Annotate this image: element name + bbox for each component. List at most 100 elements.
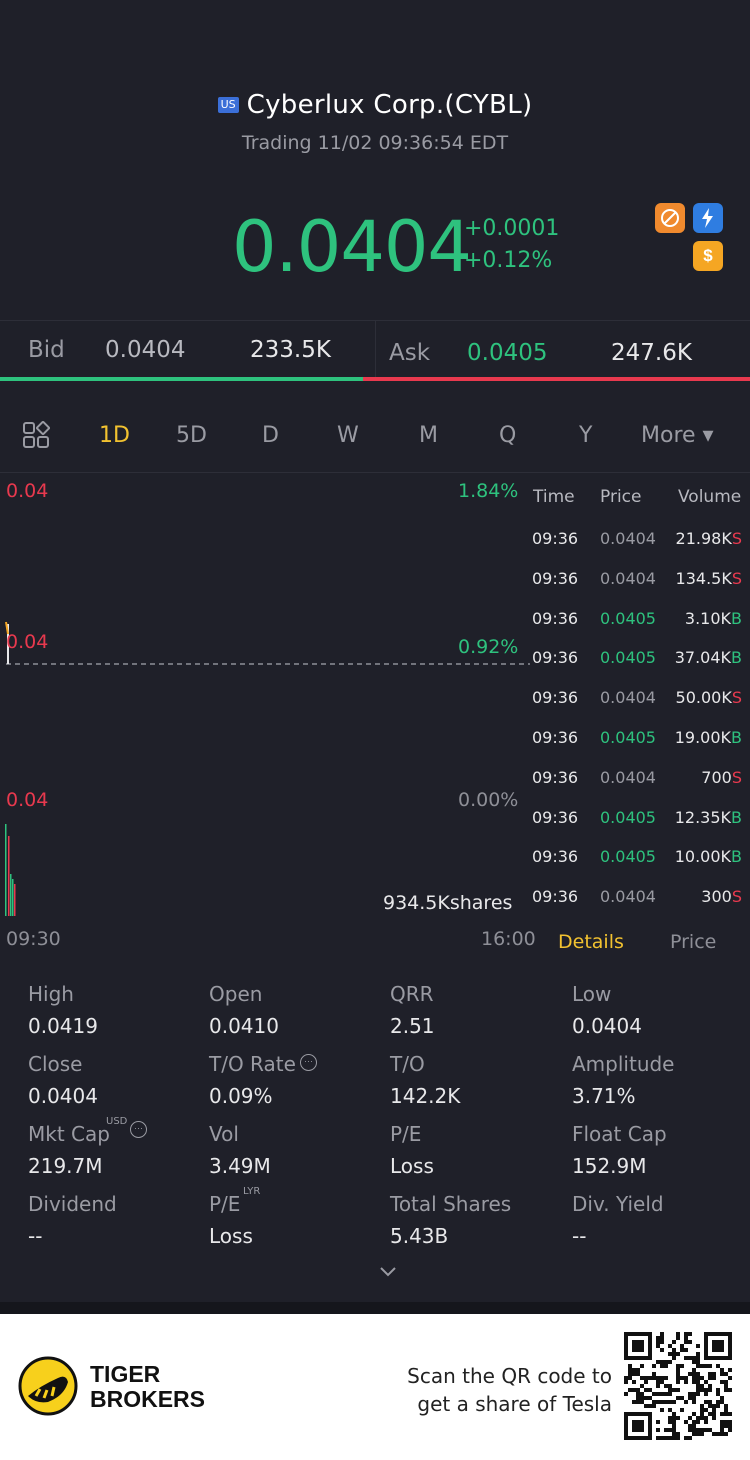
tab-y[interactable]: Y — [579, 423, 593, 448]
trade-time: 09:36 — [532, 807, 579, 827]
stat-value: Loss — [390, 1154, 434, 1178]
trade-price: 0.0404 — [600, 529, 656, 548]
no-short-icon[interactable] — [655, 203, 685, 233]
stat-value: 0.0410 — [209, 1014, 279, 1038]
stat-label: Total Shares — [390, 1192, 512, 1216]
trade-row: 09:36 0.0404 700S — [532, 768, 742, 808]
trade-row: 09:36 0.0404 300S — [532, 887, 742, 927]
trade-side: S — [731, 688, 742, 708]
stat-superscript: USD — [106, 1116, 128, 1127]
trade-volume-cell: 300S — [701, 887, 742, 906]
tiger-logo-icon — [18, 1356, 78, 1416]
brand-name: TIGER BROKERS — [90, 1362, 205, 1412]
stat-value: 3.71% — [572, 1084, 636, 1108]
trade-time: 09:36 — [532, 887, 579, 907]
trade-volume-cell: 12.35KB — [675, 808, 742, 827]
stat-label: T/O Rate — [209, 1052, 296, 1076]
trade-volume: 50.00K — [675, 688, 732, 708]
tab-m[interactable]: M — [419, 423, 438, 448]
stat-value: 0.0404 — [572, 1014, 642, 1038]
stat-value: 142.2K — [390, 1084, 461, 1108]
grid-icon[interactable] — [22, 421, 50, 449]
pct-axis-bottom: 0.00% — [458, 789, 519, 811]
trade-volume: 21.98K — [675, 529, 732, 548]
trade-price: 0.0404 — [600, 688, 656, 708]
scan-line-1: Scan the QR code to — [407, 1364, 612, 1388]
stat-label: Dividend — [28, 1192, 117, 1216]
stat-label: Open — [209, 982, 263, 1006]
trade-price: 0.0405 — [600, 728, 656, 747]
expand-chevron-icon[interactable] — [378, 1264, 398, 1278]
volume-total: 934.5Kshares — [383, 892, 513, 914]
stat-value: 219.7M — [28, 1154, 103, 1178]
dollar-icon[interactable]: $ — [693, 241, 723, 271]
stat-label: QRR — [390, 982, 434, 1006]
price-change-percent: +0.12% — [464, 248, 553, 273]
bid-size: 233.5K — [250, 337, 331, 363]
trade-price: 0.0404 — [600, 767, 656, 787]
stat-value: 0.09% — [209, 1084, 273, 1108]
trading-status: Trading 11/02 09:36:54 EDT — [241, 132, 509, 154]
bid-ask-bar: Bid 0.0404 233.5K Ask 0.0405 247.6K — [0, 320, 750, 380]
tab-details[interactable]: Details — [558, 931, 624, 953]
trade-volume-cell: 700S — [701, 768, 742, 787]
x-axis-end: 16:00 — [481, 928, 536, 950]
price-change: +0.0001 — [464, 216, 560, 241]
trade-price: 0.0405 — [600, 807, 656, 827]
y-axis-mid: 0.04 — [6, 631, 49, 653]
trade-side: B — [731, 807, 742, 827]
stat-label: P/E — [209, 1192, 241, 1216]
tab-more[interactable]: More ▾ — [641, 423, 714, 448]
stat-value: 5.43B — [390, 1224, 449, 1248]
scan-caption: Scan the QR code to get a share of Tesla — [407, 1362, 612, 1418]
stat-value: 3.49M — [209, 1154, 271, 1178]
trade-time: 09:36 — [532, 688, 579, 708]
trade-price: 0.0404 — [600, 887, 656, 907]
trade-row: 09:36 0.0405 37.04KB — [532, 648, 742, 688]
x-axis-start: 09:30 — [6, 928, 61, 950]
brand-line-1: TIGER — [90, 1361, 161, 1387]
trades-header-time: Time — [533, 487, 575, 507]
trade-volume: 37.04K — [674, 648, 732, 668]
ask-size: 247.6K — [611, 340, 692, 366]
trade-volume: 10.00K — [674, 847, 732, 867]
pct-axis-top: 1.84% — [458, 480, 519, 502]
trade-row: 09:36 0.0405 10.00KB — [532, 847, 742, 887]
trade-side: S — [731, 568, 742, 588]
lightning-icon[interactable] — [693, 203, 723, 233]
tab-5d[interactable]: 5D — [176, 423, 207, 448]
intraday-chart[interactable]: 0.04 0.04 0.04 1.84% 0.92% 0.00% 934.5Ks… — [0, 474, 536, 954]
ask-label: Ask — [389, 340, 431, 366]
trade-side: B — [731, 648, 742, 668]
trade-time: 09:36 — [532, 847, 579, 867]
pct-axis-mid: 0.92% — [458, 636, 519, 658]
stat-label: Amplitude — [572, 1052, 675, 1076]
trade-volume-cell: 19.00KB — [675, 728, 742, 747]
bid-label: Bid — [28, 337, 65, 363]
qr-code — [624, 1332, 732, 1440]
trade-side: S — [731, 767, 742, 787]
trade-volume-cell: 50.00KS — [676, 688, 742, 707]
brand-line-2: BROKERS — [90, 1386, 206, 1412]
bid-volume-bar — [0, 377, 363, 381]
mkt-cap-info-icon[interactable]: ··· — [130, 1121, 147, 1138]
bid-price: 0.0404 — [105, 337, 186, 363]
tab-1d[interactable]: 1D — [99, 423, 130, 448]
trade-volume-cell: 37.04KB — [675, 648, 742, 667]
tab-d[interactable]: D — [262, 423, 279, 448]
trade-volume-cell: 10.00KB — [675, 847, 742, 866]
tab-w[interactable]: W — [337, 423, 359, 448]
stat-value: 0.0404 — [28, 1084, 98, 1108]
trade-price: 0.0404 — [600, 568, 656, 588]
tab-q[interactable]: Q — [499, 423, 517, 448]
stat-value: 152.9M — [572, 1154, 647, 1178]
trade-side: B — [731, 847, 742, 867]
trade-time: 09:36 — [532, 608, 579, 628]
volume-bars — [5, 824, 16, 916]
trade-volume: 700 — [701, 767, 732, 787]
to-rate-info-icon[interactable]: ··· — [300, 1054, 317, 1071]
trade-volume-cell: 134.5KS — [676, 569, 742, 588]
tab-price[interactable]: Price — [670, 931, 717, 953]
trade-volume-cell: 3.10KB — [685, 609, 742, 628]
trade-side: B — [731, 608, 742, 628]
